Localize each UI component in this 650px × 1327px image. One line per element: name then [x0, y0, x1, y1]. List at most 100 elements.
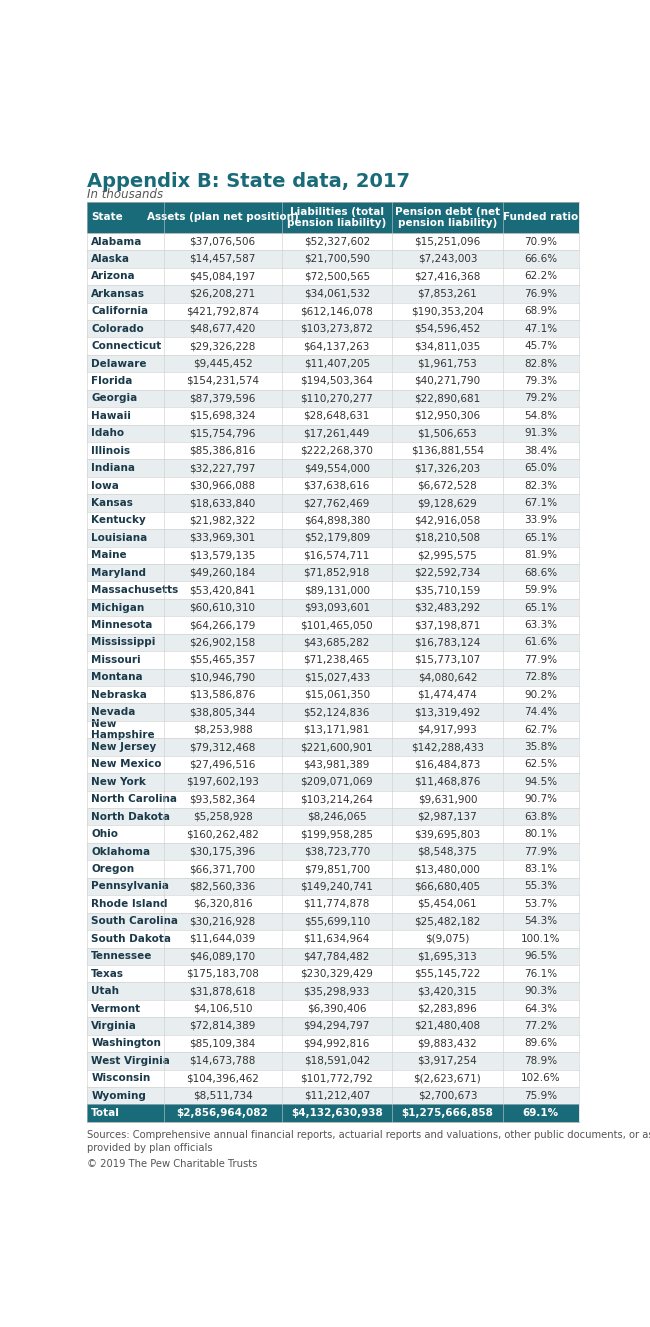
- Bar: [164, 354, 281, 373]
- Bar: [502, 320, 579, 337]
- Bar: [392, 1035, 502, 1052]
- Text: $89,131,000: $89,131,000: [304, 585, 370, 594]
- Text: $160,262,482: $160,262,482: [186, 829, 259, 839]
- Bar: [87, 1087, 164, 1104]
- Text: $136,881,554: $136,881,554: [411, 446, 484, 455]
- Text: $14,457,587: $14,457,587: [189, 253, 255, 264]
- Bar: [502, 703, 579, 721]
- Text: $8,253,988: $8,253,988: [192, 725, 252, 735]
- Text: 72.8%: 72.8%: [525, 673, 558, 682]
- Bar: [281, 407, 392, 425]
- Text: Mississippi: Mississippi: [91, 637, 156, 648]
- Bar: [87, 791, 164, 808]
- Text: 62.5%: 62.5%: [525, 759, 558, 770]
- Bar: [392, 999, 502, 1018]
- Bar: [87, 337, 164, 354]
- Bar: [281, 232, 392, 251]
- Text: Arizona: Arizona: [91, 272, 136, 281]
- Text: $15,061,350: $15,061,350: [304, 690, 370, 699]
- Bar: [164, 1104, 281, 1121]
- Text: Nevada: Nevada: [91, 707, 136, 717]
- Text: $9,883,432: $9,883,432: [417, 1039, 477, 1048]
- Text: $3,420,315: $3,420,315: [417, 986, 477, 997]
- Bar: [281, 564, 392, 581]
- Bar: [281, 202, 392, 232]
- Text: State: State: [91, 212, 123, 223]
- Text: $6,390,406: $6,390,406: [307, 1003, 367, 1014]
- Text: 76.1%: 76.1%: [525, 969, 558, 978]
- Text: Massachusetts: Massachusetts: [91, 585, 179, 594]
- Text: Idaho: Idaho: [91, 429, 124, 438]
- Text: South Dakota: South Dakota: [91, 934, 172, 943]
- Text: $13,171,981: $13,171,981: [304, 725, 370, 735]
- Text: $612,146,078: $612,146,078: [300, 307, 373, 316]
- Bar: [87, 808, 164, 825]
- Text: 96.5%: 96.5%: [525, 951, 558, 961]
- Bar: [502, 390, 579, 407]
- Bar: [281, 616, 392, 634]
- Text: $12,950,306: $12,950,306: [414, 411, 480, 421]
- Bar: [87, 843, 164, 860]
- Text: $16,783,124: $16,783,124: [414, 637, 480, 648]
- Text: 76.9%: 76.9%: [525, 289, 558, 299]
- Bar: [87, 494, 164, 512]
- Text: $11,212,407: $11,212,407: [304, 1091, 370, 1100]
- Bar: [87, 459, 164, 476]
- Bar: [87, 1052, 164, 1070]
- Bar: [87, 1035, 164, 1052]
- Bar: [164, 598, 281, 616]
- Text: Texas: Texas: [91, 969, 124, 978]
- Bar: [281, 669, 392, 686]
- Bar: [392, 476, 502, 494]
- Text: New
Hampshire: New Hampshire: [91, 719, 155, 740]
- Bar: [164, 1087, 281, 1104]
- Text: $2,995,575: $2,995,575: [417, 551, 477, 560]
- Text: $72,814,389: $72,814,389: [189, 1020, 255, 1031]
- Bar: [392, 373, 502, 390]
- Bar: [164, 913, 281, 930]
- Text: $101,772,792: $101,772,792: [300, 1074, 373, 1083]
- Bar: [87, 616, 164, 634]
- Text: 79.2%: 79.2%: [525, 393, 558, 403]
- Bar: [164, 459, 281, 476]
- Bar: [281, 965, 392, 982]
- Text: $13,586,876: $13,586,876: [189, 690, 255, 699]
- Text: $1,695,313: $1,695,313: [417, 951, 477, 961]
- Bar: [502, 1018, 579, 1035]
- Bar: [164, 825, 281, 843]
- Text: Kansas: Kansas: [91, 498, 133, 508]
- Text: $52,327,602: $52,327,602: [304, 236, 370, 247]
- Bar: [392, 843, 502, 860]
- Text: $8,246,065: $8,246,065: [307, 812, 367, 821]
- Bar: [392, 686, 502, 703]
- Bar: [281, 791, 392, 808]
- Bar: [502, 407, 579, 425]
- Bar: [164, 232, 281, 251]
- Bar: [87, 860, 164, 877]
- Bar: [502, 598, 579, 616]
- Bar: [502, 652, 579, 669]
- Bar: [502, 251, 579, 268]
- Bar: [502, 999, 579, 1018]
- Text: Florida: Florida: [91, 376, 133, 386]
- Text: $66,680,405: $66,680,405: [414, 881, 480, 892]
- Bar: [392, 791, 502, 808]
- Bar: [164, 303, 281, 320]
- Bar: [392, 598, 502, 616]
- Text: $4,917,993: $4,917,993: [417, 725, 477, 735]
- Text: New Jersey: New Jersey: [91, 742, 157, 752]
- Text: $79,312,468: $79,312,468: [189, 742, 255, 752]
- Bar: [164, 512, 281, 529]
- Bar: [281, 581, 392, 598]
- Bar: [164, 268, 281, 285]
- Text: Ohio: Ohio: [91, 829, 118, 839]
- Bar: [87, 930, 164, 947]
- Bar: [164, 476, 281, 494]
- Text: $421,792,874: $421,792,874: [186, 307, 259, 316]
- Bar: [502, 581, 579, 598]
- Bar: [502, 1087, 579, 1104]
- Text: $7,243,003: $7,243,003: [418, 253, 477, 264]
- Text: $11,634,964: $11,634,964: [304, 934, 370, 943]
- Bar: [164, 756, 281, 774]
- Text: 35.8%: 35.8%: [525, 742, 558, 752]
